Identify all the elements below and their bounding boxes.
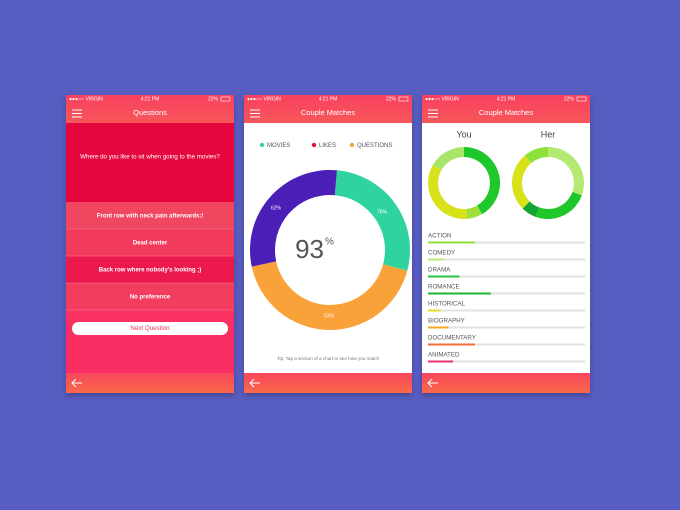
genre-label: DRAMA [428,267,451,274]
genre-label: BIOGRAPHY [428,318,465,325]
person-her: Her [541,129,556,139]
next-button[interactable] [72,322,228,335]
option-text: No preference [130,295,171,301]
genre-track [428,258,585,261]
screen-questions: ●●●○○ VIRGIN 4:21 PM 22% Questions Where… [66,95,234,393]
ring-segment [432,147,464,170]
phone-frame [422,95,590,393]
back-arrow[interactable] [249,378,260,388]
person-you: You [456,129,471,139]
battery: 22% [208,96,219,102]
ring-segment [522,201,540,217]
segment-label: 62% [271,205,282,211]
screen-couple-matches: ●●●○○ VIRGIN 4:21 PM 22% Couple Matches … [244,95,412,393]
genre-bar [428,241,476,244]
donut-segment [251,261,408,331]
genre-bar [428,326,449,329]
battery: 22% [386,96,397,102]
footer [422,373,590,393]
legend-dot [259,142,265,148]
ring-segment [428,165,468,219]
genre-track [428,309,585,312]
ring-segment [511,155,532,209]
genre-bar [428,309,441,312]
genre-track [428,326,585,329]
donut-segment [250,170,337,267]
genre-track [428,343,585,346]
screen-title: Couple Matches [301,108,355,117]
next-button-label: Next Question [130,325,170,332]
legend-label: LIKES [319,143,336,149]
battery: 22% [564,96,575,102]
genre-label: DOCUMENTARY [428,335,476,342]
genre-bar [428,343,476,346]
legend-label: QUESTIONS [357,143,392,149]
ring-segment [524,147,548,164]
genre-label: ROMANCE [428,284,460,291]
genre-label: ACTION [428,233,451,240]
carrier: ●●●○○ VIRGIN [425,96,459,102]
segment-label: 53% [324,313,335,319]
back-arrow[interactable] [427,378,438,388]
option[interactable] [66,202,234,229]
genre-bar [428,275,460,278]
donut-segment [334,170,410,271]
time: 4:21 PM [497,96,516,102]
ring-segment [466,205,482,219]
legend-label: MOVIES [267,143,290,149]
genre-track [428,292,585,295]
back-arrow[interactable] [71,378,82,388]
footer [66,373,234,393]
carrier: ●●●○○ VIRGIN [69,96,103,102]
option-text: Dead center [133,241,168,247]
option[interactable] [66,256,234,283]
header [244,95,412,123]
screen-title: Questions [133,108,167,117]
battery-icon [220,96,231,102]
genre-bar [428,360,454,363]
battery-icon [398,96,409,102]
option-text: Front row with neck pain afterwards:/ [97,214,204,220]
ring-segment [548,147,584,196]
menu-icon[interactable] [250,109,260,118]
option[interactable] [66,283,234,310]
genre-label: ANIMATED [428,352,460,359]
option[interactable] [66,229,234,256]
question-box [66,123,234,202]
footer [244,373,412,393]
score: 93 [295,234,324,264]
screen-title: Couple Matches [479,108,533,117]
genre-track [428,241,585,244]
legend: MOVIES LIKES QUESTIONS [259,142,392,149]
screen-genres: ●●●○○ VIRGIN 4:21 PM 22% Couple Matches … [422,95,590,393]
time: 4:21 PM [141,96,160,102]
legend-dot [349,142,355,148]
genre-track [428,275,585,278]
ring-segment [535,191,582,219]
donut: 76% 53% 62% [250,170,410,331]
genre-bar [428,292,491,295]
genre-list: ACTION COMEDY DRAMA ROMANCE HISTORICAL BIOGRA… [428,233,585,363]
menu-icon[interactable] [72,109,82,118]
genre-bar [428,258,444,261]
menu-icon[interactable] [428,109,438,118]
battery-icon [576,96,587,102]
legend-dot [311,142,317,148]
question: Where do you like to sit when going to t… [80,154,220,161]
header [66,95,234,123]
match-rings [428,147,584,219]
score-unit: % [325,237,334,248]
genre-label: HISTORICAL [428,301,466,308]
option-text: Back row where nobody's looking ;) [99,268,201,274]
ring-segment [464,147,500,215]
carrier: ●●●○○ VIRGIN [247,96,281,102]
header [422,95,590,123]
tip: Tip: Tap a section of a chart to see how… [277,356,380,361]
genre-track [428,360,585,363]
segment-label: 76% [377,209,388,215]
time: 4:21 PM [319,96,338,102]
genre-label: COMEDY [428,250,455,257]
